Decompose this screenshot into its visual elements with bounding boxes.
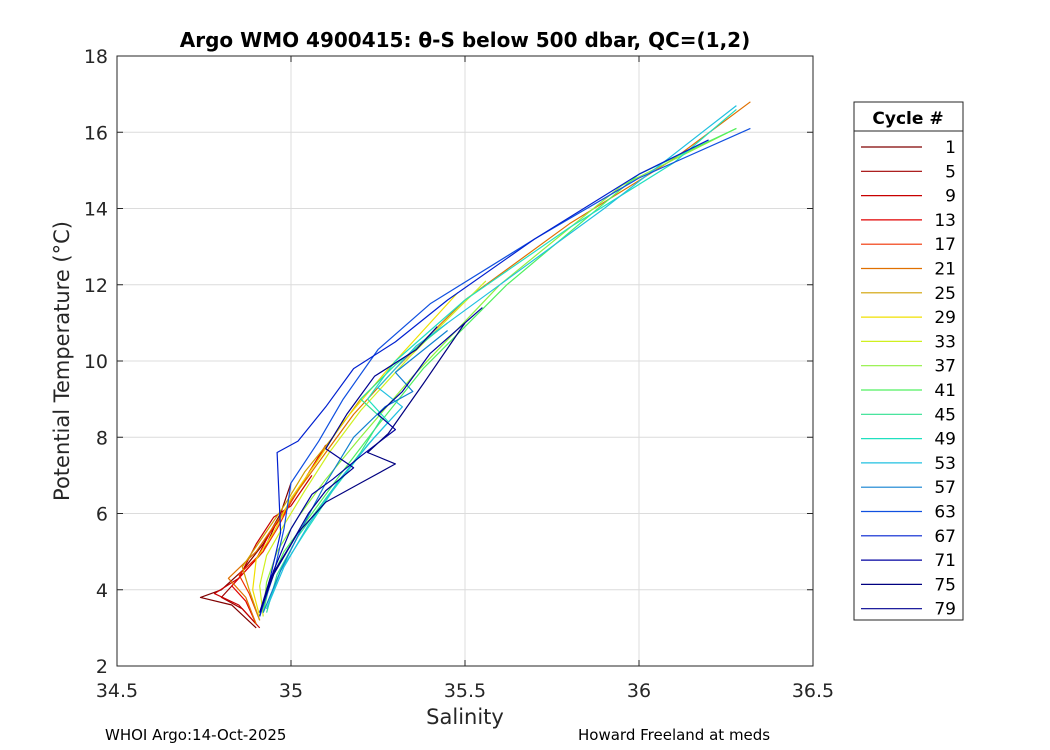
legend-entry-label: 37	[934, 357, 956, 377]
series-line-cycle-25	[241, 398, 362, 621]
x-tick-label: 35	[279, 680, 303, 702]
legend-entry-label: 41	[934, 381, 956, 401]
footer-right: Howard Freeland at meds	[578, 726, 771, 744]
legend-entry-label: 67	[934, 527, 956, 547]
legend-entry-label: 57	[934, 478, 956, 498]
y-tick-label: 18	[84, 46, 108, 68]
chart-title: Argo WMO 4900415: θ-S below 500 dbar, QC…	[180, 28, 750, 52]
footer-left: WHOI Argo:14-Oct-2025	[105, 726, 287, 744]
legend-entry-label: 63	[934, 503, 956, 523]
series-line-cycle-67	[259, 139, 709, 617]
x-tick-label: 36	[627, 680, 651, 702]
series-line-cycle-71	[259, 307, 483, 613]
y-tick-label: 4	[96, 580, 108, 602]
legend-entry-label: 5	[945, 162, 956, 182]
legend-entry-label: 1	[945, 138, 956, 158]
legend-entry-label: 49	[934, 430, 956, 450]
x-tick-label: 36.5	[792, 680, 834, 702]
legend-box	[853, 101, 964, 621]
legend-entry-label: 79	[934, 600, 956, 620]
axis-ticks: 34.5 35 35.5 36 36.5 2 4 6 8 10 12 14 16 18	[84, 46, 834, 702]
y-axis-label: Potential Temperature (°C)	[50, 221, 74, 501]
legend: Cycle # 1 5 9 13 17 21 25 29 33 37 41 45 49 53 57 63 67 7…	[853, 101, 964, 621]
y-tick-label: 8	[96, 427, 108, 449]
legend-entry-label: 25	[934, 284, 956, 304]
series-line-cycle-57	[262, 330, 448, 613]
legend-entry-label: 75	[934, 575, 956, 595]
y-tick-label: 12	[84, 275, 108, 297]
legend-entry-label: 53	[934, 454, 956, 474]
y-tick-label: 2	[96, 656, 108, 678]
legend-title: Cycle #	[872, 109, 943, 129]
x-axis-label: Salinity	[426, 705, 504, 729]
legend-entry-label: 29	[934, 308, 956, 328]
legend-entry-label: 9	[945, 187, 956, 207]
y-tick-label: 14	[84, 199, 108, 221]
series-line-cycle-79	[259, 326, 438, 613]
series-layer	[199, 101, 751, 629]
legend-entry-label: 33	[934, 332, 956, 352]
legend-entry-label: 21	[934, 260, 956, 280]
series-line-cycle-21	[227, 101, 751, 625]
legend-entry-label: 71	[934, 551, 956, 571]
x-tick-label: 35.5	[444, 680, 486, 702]
series-line-cycle-37	[262, 127, 737, 613]
y-tick-label: 16	[84, 122, 108, 144]
legend-entry-label: 13	[934, 211, 956, 231]
legend-entry-label: 17	[934, 235, 956, 255]
grid-lines	[117, 56, 813, 666]
series-line-cycle-63	[259, 127, 751, 617]
series-line-cycle-53	[266, 105, 737, 610]
x-tick-label: 34.5	[96, 680, 138, 702]
y-tick-label: 10	[84, 351, 108, 373]
series-line-cycle-33	[259, 280, 487, 617]
y-tick-label: 6	[96, 504, 108, 526]
series-line-cycle-1	[199, 482, 292, 629]
legend-entry-label: 45	[934, 405, 956, 425]
